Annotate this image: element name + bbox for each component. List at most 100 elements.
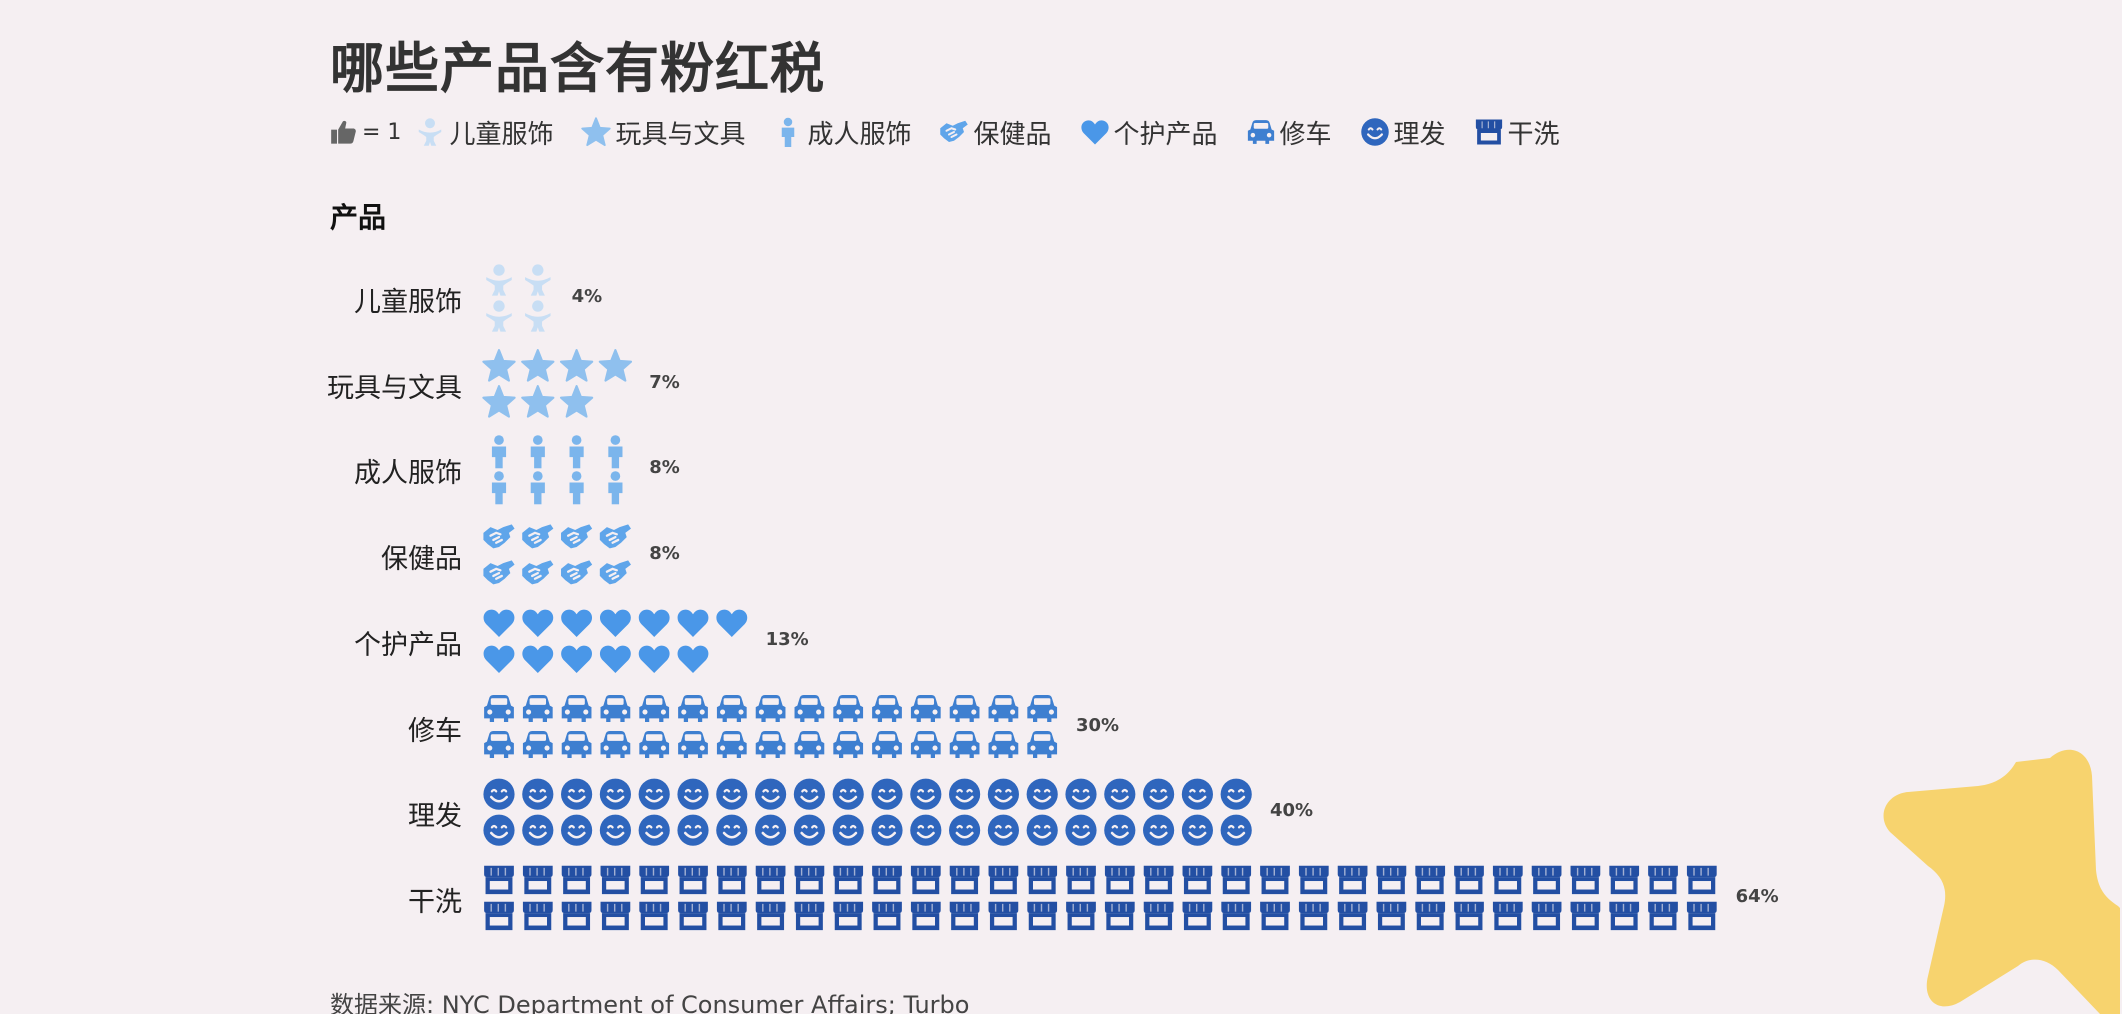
pictogram-smile-icon	[793, 814, 825, 846]
pictogram-smile-icon	[1065, 814, 1097, 846]
pictogram-car-icon	[716, 731, 747, 758]
pictogram-store-icon	[1182, 865, 1213, 895]
pictogram-store-icon	[639, 901, 670, 931]
pictogram-store-icon	[1298, 865, 1329, 895]
pictogram-store-icon	[1027, 865, 1058, 895]
pictogram-car-icon	[910, 695, 941, 722]
pictogram-smile-icon	[1104, 814, 1136, 846]
store-icon	[1475, 119, 1502, 145]
pictogram-store-icon	[1143, 865, 1174, 895]
pictogram-heart-icon	[561, 609, 593, 637]
pictogram-heart-icon	[522, 645, 554, 673]
legend-item: 玩具与文具	[581, 114, 745, 151]
pictogram-store-icon	[1182, 901, 1213, 931]
axis-title: 产品	[330, 201, 387, 234]
car-icon	[1247, 120, 1274, 144]
pictogram-car-icon	[678, 731, 708, 758]
pictogram-heart-icon	[561, 645, 593, 673]
pictogram-store-icon	[872, 865, 902, 895]
pictogram-person-icon	[530, 471, 545, 505]
pictogram-heart-icon	[638, 645, 670, 673]
pictogram-store-icon	[1648, 865, 1678, 895]
pictogram-smile-icon	[638, 814, 670, 846]
pictogram-store-icon	[794, 865, 825, 895]
pictogram-store-icon	[1570, 865, 1601, 895]
category-label: 个护产品	[354, 629, 462, 661]
pictogram-smile-icon	[599, 778, 631, 810]
pictogram-handshake-icon	[483, 560, 515, 585]
pictogram-smile-icon	[522, 778, 554, 810]
pictogram-store-icon	[1298, 901, 1329, 931]
legend-item-label: 儿童服饰	[449, 119, 554, 150]
pictogram-store-icon	[1415, 865, 1446, 895]
pictogram-store-icon	[600, 865, 631, 895]
legend-item: 保健品	[939, 114, 1052, 151]
pictogram-store-icon	[1454, 865, 1484, 895]
pictogram-store-icon	[1531, 865, 1562, 895]
value-label: 7%	[649, 371, 680, 393]
pictogram-baby-icon	[486, 264, 512, 296]
value-label: 4%	[571, 286, 603, 307]
pictogram-person-icon	[491, 435, 507, 469]
pictogram-heart-icon	[677, 645, 709, 673]
icon-row	[484, 695, 1058, 758]
pictogram-car-icon	[678, 695, 708, 722]
pictogram-store-icon	[833, 865, 864, 895]
pictogram-car-icon	[755, 695, 786, 722]
pictogram-car-icon	[988, 731, 1019, 758]
pictogram-person-icon	[608, 471, 623, 505]
icon-row	[482, 349, 633, 418]
pictogram-person-icon	[569, 435, 584, 469]
legend-item: 理发	[1360, 114, 1446, 151]
category-label: 玩具与文具	[327, 372, 462, 404]
pictogram-car-icon	[949, 731, 980, 758]
category-label: 干洗	[408, 886, 462, 918]
pictogram-store-icon	[522, 901, 553, 931]
icon-row	[484, 865, 1717, 931]
legend-item: 干洗	[1474, 114, 1560, 151]
pictogram-baby-icon	[486, 300, 512, 332]
pictogram-handshake-icon	[561, 524, 593, 549]
pictogram-store-icon	[1686, 865, 1717, 895]
icon-row	[483, 609, 748, 673]
pictogram-car-icon	[794, 695, 825, 722]
pictogram-smile-icon	[987, 814, 1019, 846]
pictogram-star-icon	[521, 385, 555, 418]
pictogram-store-icon	[716, 901, 747, 931]
pictogram-store-icon	[1221, 865, 1252, 895]
pictogram-store-icon	[833, 901, 864, 931]
pictogram-smile-icon	[949, 814, 981, 846]
pictogram-smile-icon	[1143, 814, 1175, 846]
pictogram-store-icon	[910, 865, 941, 895]
pictogram-store-icon	[1492, 865, 1523, 895]
pictogram-store-icon	[988, 865, 1019, 895]
pictogram-car-icon	[561, 695, 592, 722]
pictogram-store-icon	[522, 865, 553, 895]
pictogram-heart-icon	[522, 609, 554, 637]
pictogram-handshake-icon	[599, 560, 631, 585]
pictogram-store-icon	[755, 865, 786, 895]
pictogram-store-icon	[1376, 865, 1407, 895]
pictogram-store-icon	[600, 901, 631, 931]
pictogram-smile-icon	[677, 814, 709, 846]
pictogram-store-icon	[1686, 901, 1717, 931]
pictogram-store-icon	[872, 901, 902, 931]
pictogram-star-icon	[482, 385, 516, 418]
pictogram-store-icon	[1260, 901, 1290, 931]
pictogram-smile-icon	[1181, 778, 1213, 810]
pictogram-person-icon	[530, 435, 545, 469]
pictogram-smile-icon	[1181, 814, 1213, 846]
pictogram-person-icon	[491, 471, 507, 505]
pictogram-smile-icon	[832, 778, 864, 810]
category-label: 理发	[408, 801, 462, 833]
pictogram-smile-icon	[832, 814, 864, 846]
pictogram-heart-icon	[599, 609, 631, 637]
pictogram-smile-icon	[1220, 814, 1252, 846]
pictogram-smile-icon	[793, 778, 825, 810]
pictogram-car-icon	[755, 731, 786, 758]
legend-item-label: 理发	[1393, 119, 1446, 150]
pictogram-store-icon	[1492, 901, 1523, 931]
legend-items: 儿童服饰 玩具与文具 成人服饰 保健品 个护产品 修车 理发 干洗	[415, 114, 1587, 151]
pictogram-car-icon	[600, 695, 631, 722]
pictogram-store-icon	[1066, 901, 1096, 931]
